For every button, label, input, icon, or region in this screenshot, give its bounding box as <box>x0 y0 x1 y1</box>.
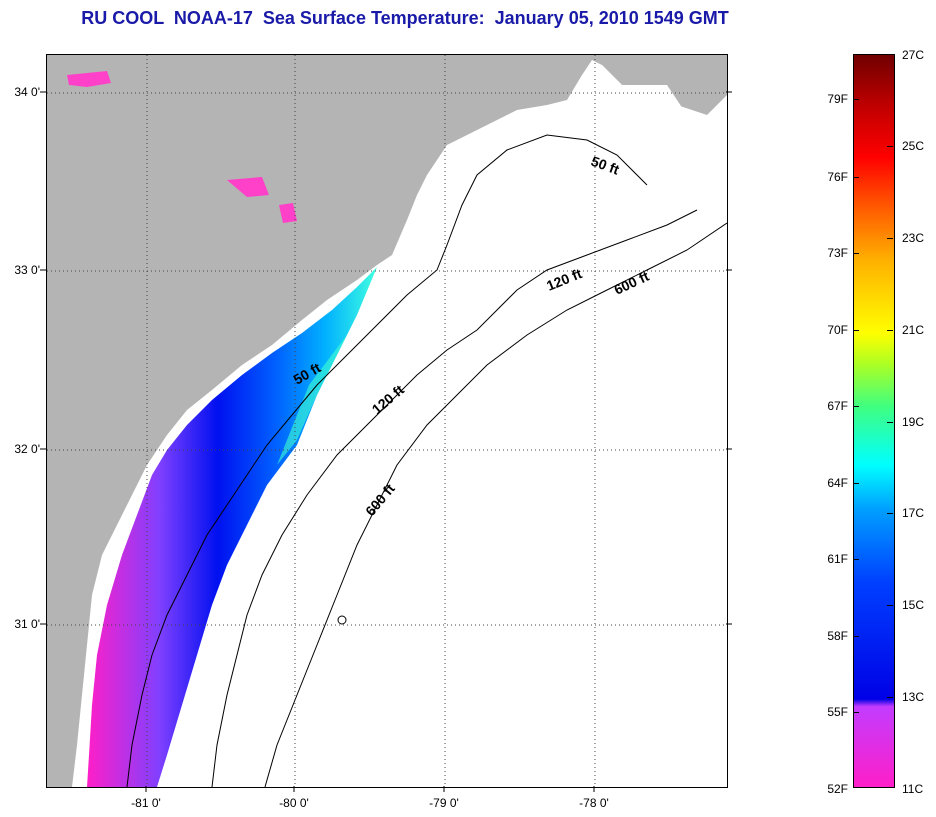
coast-white <box>582 65 687 175</box>
cbar-tick <box>887 513 893 514</box>
cbar-tick <box>853 483 859 484</box>
colorbar-c-25: 25C <box>902 139 925 153</box>
colorbar-c-27: 27C <box>902 48 925 62</box>
cbar-tick <box>887 330 893 331</box>
temperature-colorbar <box>853 54 895 788</box>
colorbar-c-11: 11C <box>902 782 924 796</box>
map-canvas: 50 ft 120 ft 600 ft 50 ft 120 ft 600 ft <box>47 55 727 787</box>
lon-label-80: -80 0' <box>279 796 309 810</box>
lon-label-79: -79 0' <box>429 796 459 810</box>
cbar-tick <box>853 636 859 637</box>
inland-patch-3 <box>279 203 297 223</box>
contour-50ft <box>126 134 648 787</box>
lat-label-34: 34 0' <box>14 85 40 99</box>
map-title: RU COOL NOAA-17 Sea Surface Temperature:… <box>81 8 729 28</box>
lat-label-33: 33 0' <box>14 263 40 277</box>
contour-600ft <box>264 222 727 787</box>
contour-120ft <box>211 209 698 787</box>
cbar-tick <box>887 697 893 698</box>
colorbar-f-73: 73F <box>827 246 848 260</box>
colorbar-f-76: 76F <box>827 170 848 184</box>
cbar-tick <box>887 605 893 606</box>
cbar-tick <box>853 406 859 407</box>
cbar-tick <box>853 99 859 100</box>
lat-label-32: 32 0' <box>14 442 40 456</box>
colorbar-f-70: 70F <box>827 323 848 337</box>
colorbar-f-67: 67F <box>827 399 848 413</box>
cbar-tick <box>853 330 859 331</box>
colorbar-c-23: 23C <box>902 231 925 245</box>
colorbar-c-13: 13C <box>902 690 925 704</box>
inland-patch-2 <box>227 177 269 197</box>
colorbar-f-61: 61F <box>827 552 848 566</box>
colorbar-f-58: 58F <box>827 629 848 643</box>
inland-patch <box>67 71 111 87</box>
lon-label-78: -78 0' <box>579 796 609 810</box>
cbar-tick <box>887 238 893 239</box>
colorbar-f-52: 52F <box>827 782 848 796</box>
colorbar-c-21: 21C <box>902 323 925 337</box>
cbar-tick <box>887 422 893 423</box>
colorbar-c-15: 15C <box>902 598 925 612</box>
land-area <box>47 55 727 787</box>
cbar-tick <box>853 177 859 178</box>
cbar-tick <box>853 559 859 560</box>
cbar-tick <box>853 253 859 254</box>
sst-warm-edge <box>277 335 347 465</box>
cbar-tick <box>887 146 893 147</box>
colorbar-f-64: 64F <box>827 476 848 490</box>
depth-contours <box>126 134 727 787</box>
grid <box>47 55 727 787</box>
colorbar-c-17: 17C <box>902 506 925 520</box>
colorbar-f-55: 55F <box>827 705 848 719</box>
lat-label-31: 31 0' <box>14 617 40 631</box>
colorbar-f-79: 79F <box>827 92 848 106</box>
sst-map: 50 ft 120 ft 600 ft 50 ft 120 ft 600 ft <box>46 54 728 788</box>
colorbar-c-19: 19C <box>902 415 925 429</box>
cbar-tick <box>853 712 859 713</box>
lon-label-81: -81 0' <box>131 796 161 810</box>
